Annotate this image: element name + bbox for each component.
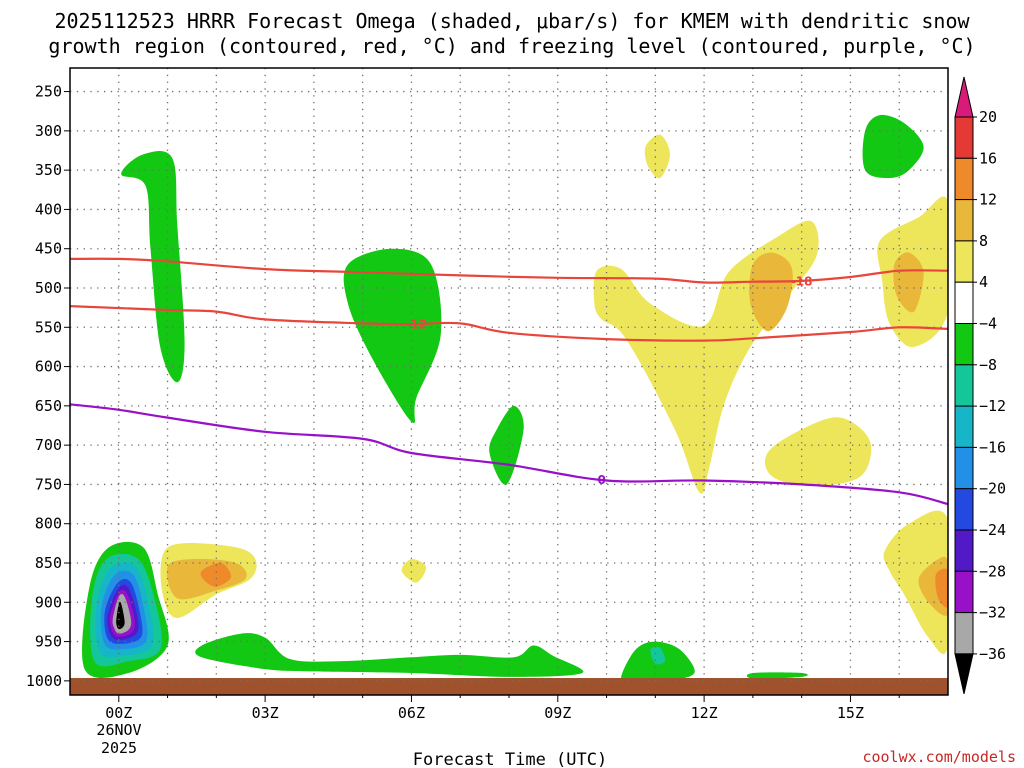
omega-region-12 bbox=[883, 510, 948, 654]
contour-lines-group bbox=[70, 257, 948, 506]
colorbar-label-13: −36 bbox=[979, 645, 1006, 663]
colorbar-label-0: 20 bbox=[979, 108, 997, 126]
contour-label-1: -12 bbox=[405, 318, 427, 332]
y-tick-label-500: 500 bbox=[35, 279, 62, 297]
colorbar-bottom-arrow bbox=[954, 653, 974, 695]
omega-region-29 bbox=[116, 601, 125, 630]
omega-region-16 bbox=[893, 252, 924, 313]
contour-label-2: 0 bbox=[597, 473, 605, 487]
colorbar-label-8: −16 bbox=[979, 438, 1006, 456]
colorbar-swatch-9 bbox=[954, 446, 974, 490]
colorbar-swatch-10 bbox=[954, 488, 974, 531]
ground-strip bbox=[70, 678, 948, 695]
y-tick-label-950: 950 bbox=[35, 633, 62, 651]
colorbar-swatch-5 bbox=[954, 281, 974, 325]
omega-region-7 bbox=[746, 672, 808, 679]
omega-region-9 bbox=[764, 417, 872, 486]
omega-region-20 bbox=[935, 568, 948, 608]
omega-shading-group bbox=[82, 114, 948, 682]
colorbar-label-5: −4 bbox=[979, 315, 997, 333]
y-tick-label-850: 850 bbox=[35, 554, 62, 572]
colorbar-label-9: −20 bbox=[979, 480, 1006, 498]
colorbar-label-12: −32 bbox=[979, 604, 1006, 622]
omega-region-1 bbox=[343, 248, 442, 424]
colorbar-label-11: −28 bbox=[979, 562, 1006, 580]
contour-line-2 bbox=[70, 403, 948, 506]
date-label-day: 26NOV bbox=[96, 721, 141, 739]
y-tick-label-800: 800 bbox=[35, 515, 62, 533]
y-tick-label-250: 250 bbox=[35, 83, 62, 101]
x-tick-label-00Z: 00Z bbox=[105, 704, 132, 722]
omega-region-0 bbox=[121, 150, 185, 383]
y-tick-label-450: 450 bbox=[35, 240, 62, 258]
x-axis-group: 00Z 03Z 06Z 09Z 12Z 15Z bbox=[105, 695, 900, 722]
colorbar-label-4: 4 bbox=[979, 273, 988, 291]
y-tick-label-600: 600 bbox=[35, 358, 62, 376]
x-tick-label-15Z: 15Z bbox=[837, 704, 864, 722]
omega-region-21 bbox=[650, 646, 666, 665]
colorbar-swatch-7 bbox=[954, 364, 974, 407]
y-tick-label-300: 300 bbox=[35, 122, 62, 140]
colorbar-swatch-11 bbox=[954, 529, 974, 572]
date-label-year: 2025 bbox=[101, 739, 137, 757]
omega-region-5 bbox=[195, 633, 584, 677]
colorbar-label-3: 8 bbox=[979, 232, 988, 250]
x-tick-label-03Z: 03Z bbox=[252, 704, 279, 722]
y-tick-label-550: 550 bbox=[35, 318, 62, 336]
colorbar: 20 16 12 8 4 −4 −8 −12 −16 −20 −24 −28 −32 −36 bbox=[954, 76, 1006, 695]
colorbar-label-2: 12 bbox=[979, 191, 997, 209]
omega-region-14 bbox=[401, 559, 427, 583]
y-tick-label-700: 700 bbox=[35, 436, 62, 454]
colorbar-swatch-12 bbox=[954, 570, 974, 614]
omega-region-3 bbox=[862, 114, 924, 178]
colorbar-label-1: 16 bbox=[979, 149, 997, 167]
chart-title-line2: growth region (contoured, red, °C) and f… bbox=[48, 34, 975, 58]
y-tick-label-400: 400 bbox=[35, 200, 62, 218]
y-tick-label-650: 650 bbox=[35, 397, 62, 415]
y-tick-label-750: 750 bbox=[35, 475, 62, 493]
y-tick-label-350: 350 bbox=[35, 161, 62, 179]
colorbar-label-7: −12 bbox=[979, 397, 1006, 415]
colorbar-swatch-4 bbox=[954, 240, 974, 283]
colorbar-swatch-13 bbox=[954, 612, 974, 655]
colorbar-swatch-8 bbox=[954, 405, 974, 448]
contour-line-1 bbox=[70, 305, 948, 342]
x-tick-label-12Z: 12Z bbox=[691, 704, 718, 722]
colorbar-swatch-3 bbox=[954, 199, 974, 242]
x-axis-label: Forecast Time (UTC) bbox=[413, 750, 607, 768]
plot-area: -18 -12 0 250 300 350 400 450 500 550 600 650 700 750… bbox=[26, 67, 1006, 722]
omega-region-15 bbox=[749, 252, 793, 332]
colorbar-swatch-6 bbox=[954, 323, 974, 366]
omega-region-19 bbox=[200, 562, 232, 587]
y-tick-label-1000: 1000 bbox=[26, 672, 62, 690]
colorbar-swatch-1 bbox=[954, 116, 974, 159]
colorbar-swatch-2 bbox=[954, 157, 974, 201]
x-tick-label-06Z: 06Z bbox=[398, 704, 425, 722]
omega-region-10 bbox=[644, 134, 670, 179]
y-tick-label-900: 900 bbox=[35, 593, 62, 611]
source-credit: coolwx.com/models bbox=[862, 748, 1016, 766]
contour-line-0 bbox=[70, 257, 948, 284]
contour-label-0: -18 bbox=[791, 274, 813, 288]
colorbar-label-6: −8 bbox=[979, 356, 997, 374]
chart-title-line1: 2025112523 HRRR Forecast Omega (shaded, … bbox=[54, 9, 970, 33]
y-axis-group: 250 300 350 400 450 500 550 600 650 700 750 800 850 9… bbox=[26, 83, 70, 690]
x-tick-label-09Z: 09Z bbox=[544, 704, 571, 722]
colorbar-label-10: −24 bbox=[979, 521, 1006, 539]
